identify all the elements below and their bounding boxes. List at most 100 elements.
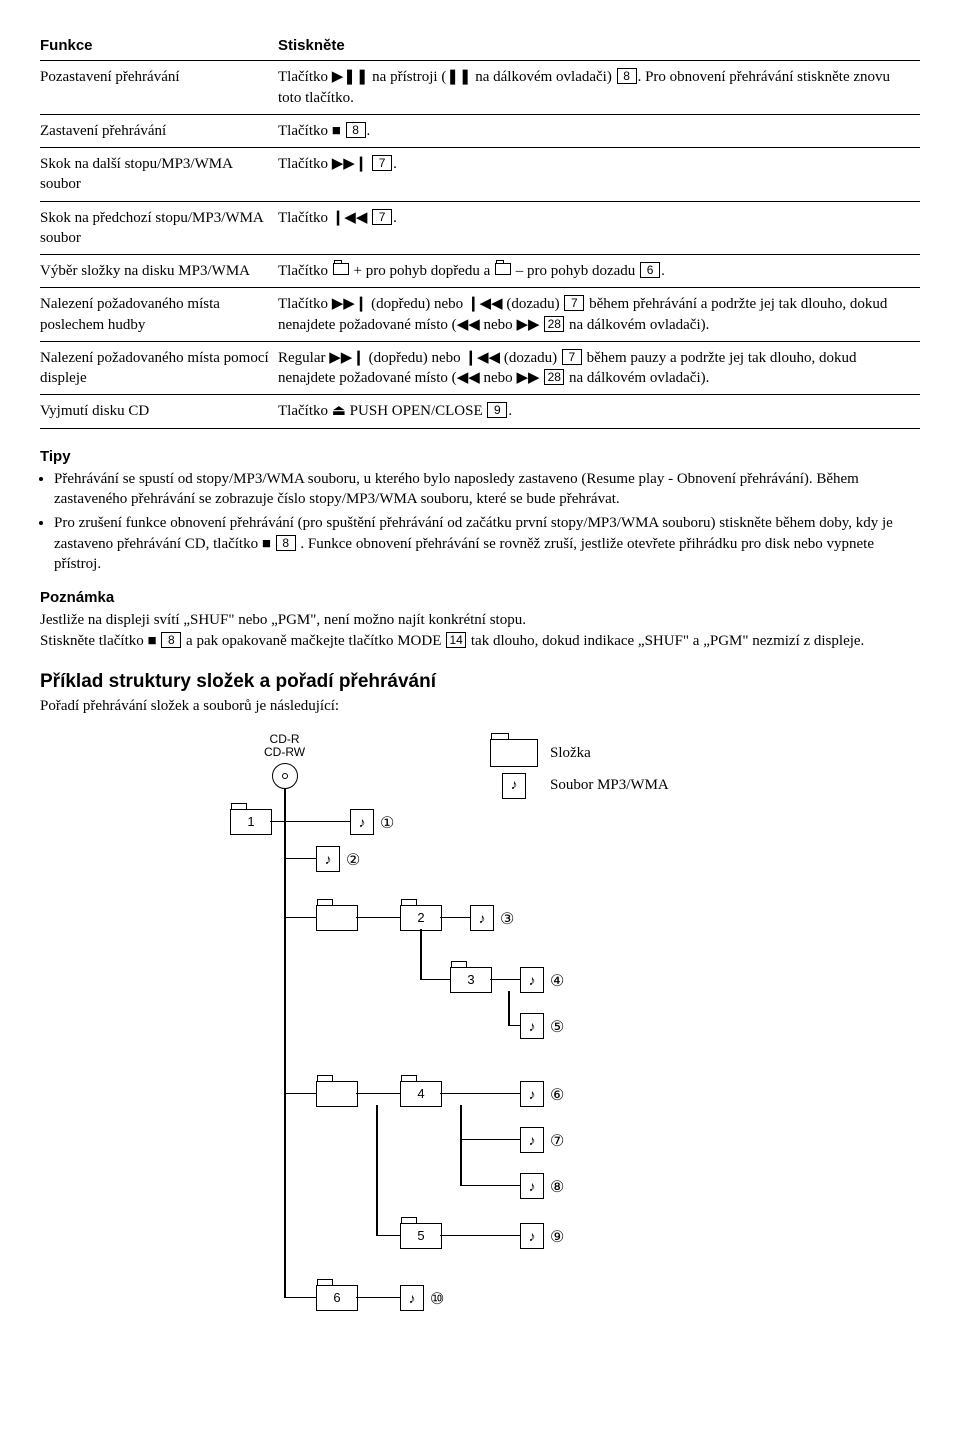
- ref-28: 28: [544, 369, 564, 385]
- tree-line: [460, 1185, 520, 1187]
- tip-2: Pro zrušení funkce obnovení přehrávání (…: [54, 513, 920, 574]
- prev-icon: ❙◀◀: [332, 209, 368, 226]
- press-next: Tlačítko ▶▶❙ 7.: [278, 148, 920, 202]
- tree-line: [356, 1093, 400, 1095]
- rew-icon: ◀◀: [457, 316, 480, 333]
- tree-line: [420, 929, 422, 979]
- pause-icon: ❚❚: [446, 68, 471, 85]
- legend-file-label: Soubor MP3/WMA: [550, 775, 669, 795]
- press-seek-display: Regular ▶▶❙ (dopředu) nebo ❙◀◀ (dozadu) …: [278, 341, 920, 395]
- functions-table: Funkce Stiskněte Pozastavení přehrávání …: [40, 32, 920, 429]
- prev-icon: ❙◀◀: [467, 295, 503, 312]
- file-4: ♪: [520, 967, 544, 993]
- press-seek-audio: Tlačítko ▶▶❙ (dopředu) nebo ❙◀◀ (dozadu)…: [278, 288, 920, 342]
- folder-icon: [333, 263, 349, 275]
- folder-6: 6: [316, 1285, 358, 1311]
- note-heading: Poznámka: [40, 588, 920, 608]
- ref-7: 7: [562, 349, 582, 365]
- tree-line: [356, 1297, 400, 1299]
- th-press: Stiskněte: [278, 32, 920, 61]
- ref-8: 8: [276, 535, 296, 551]
- structure-heading: Příklad struktury složek a pořadí přehrá…: [40, 669, 920, 695]
- press-pause: Tlačítko ▶❚❚ na přístroji (❚❚ na dálkové…: [278, 61, 920, 115]
- ref-7: 7: [372, 155, 392, 171]
- tree-line: [356, 917, 400, 919]
- fn-stop: Zastavení přehrávání: [40, 114, 278, 147]
- file-9: ♪: [520, 1223, 544, 1249]
- tips-heading: Tipy: [40, 447, 920, 467]
- file-2: ♪: [316, 846, 340, 872]
- fn-pause: Pozastavení přehrávání: [40, 61, 278, 115]
- file-1: ♪: [350, 809, 374, 835]
- tree-line: [420, 979, 450, 981]
- disc-icon: [272, 763, 298, 789]
- tree-line: [440, 1093, 520, 1095]
- eject-icon: ⏏: [332, 402, 346, 419]
- note-body: Jestliže na displeji svítí „SHUF" nebo „…: [40, 610, 920, 651]
- tree-line: [284, 1297, 316, 1299]
- press-stop: Tlačítko ■ 8.: [278, 114, 920, 147]
- folder-2: 2: [400, 905, 442, 931]
- legend-file-icon: ♪: [502, 773, 526, 799]
- th-function: Funkce: [40, 32, 278, 61]
- folder-4: 4: [400, 1081, 442, 1107]
- circ-10: ⑩: [430, 1289, 444, 1311]
- circ-1: ①: [380, 813, 394, 835]
- play-pause-icon: ▶❚❚: [332, 68, 369, 85]
- tree-line: [440, 1235, 520, 1237]
- tree-line: [284, 917, 316, 919]
- tree-line: [460, 1105, 462, 1185]
- folder-5: 5: [400, 1223, 442, 1249]
- next-icon: ▶▶❙: [332, 155, 368, 172]
- stop-icon: ■: [262, 535, 271, 552]
- circ-7: ⑦: [550, 1131, 564, 1153]
- tree-line: [508, 1025, 520, 1027]
- circ-3: ③: [500, 909, 514, 931]
- row-pause: Pozastavení přehrávání Tlačítko ▶❚❚ na p…: [40, 61, 920, 115]
- tree-line: [284, 789, 286, 1298]
- stop-icon: ■: [147, 632, 156, 649]
- circ-2: ②: [346, 850, 360, 872]
- tree-line: [490, 979, 520, 981]
- tree-line: [460, 1139, 520, 1141]
- ref-14: 14: [446, 632, 466, 648]
- row-prev: Skok na předchozí stopu/MP3/WMA soubor T…: [40, 201, 920, 255]
- tip-1: Přehrávání se spustí od stopy/MP3/WMA so…: [54, 469, 920, 510]
- tree-line: [376, 1235, 400, 1237]
- tree-diagram: CD-RCD-RW ♪ Složka Soubor MP3/WMA 1 ♪ ① …: [200, 733, 760, 1323]
- row-next: Skok na další stopu/MP3/WMA soubor Tlačí…: [40, 148, 920, 202]
- tree-line: [508, 991, 510, 1025]
- folder-icon: [495, 263, 511, 275]
- legend-folder-icon: [490, 739, 538, 767]
- press-prev: Tlačítko ❙◀◀ 7.: [278, 201, 920, 255]
- row-seek-audio: Nalezení požadovaného místa poslechem hu…: [40, 288, 920, 342]
- fn-next: Skok na další stopu/MP3/WMA soubor: [40, 148, 278, 202]
- rew-icon: ◀◀: [457, 369, 480, 386]
- ref-7: 7: [564, 295, 584, 311]
- row-seek-display: Nalezení požadovaného místa pomocí displ…: [40, 341, 920, 395]
- ref-8: 8: [346, 122, 366, 138]
- ref-8: 8: [161, 632, 181, 648]
- cd-label: CD-RCD-RW: [264, 733, 305, 759]
- ref-9: 9: [487, 402, 507, 418]
- tree-line: [284, 1093, 316, 1095]
- tree-line: [284, 858, 316, 860]
- next-icon: ▶▶❙: [332, 295, 368, 312]
- ref-7: 7: [372, 209, 392, 225]
- row-stop: Zastavení přehrávání Tlačítko ■ 8.: [40, 114, 920, 147]
- circ-6: ⑥: [550, 1085, 564, 1107]
- legend-folder-label: Složka: [550, 743, 591, 763]
- folder-3: 3: [450, 967, 492, 993]
- tree-line: [270, 821, 284, 823]
- tree-line: [376, 1105, 378, 1235]
- file-3: ♪: [470, 905, 494, 931]
- ff-icon: ▶▶: [516, 369, 539, 386]
- folder-1: 1: [230, 809, 272, 835]
- fn-eject: Vyjmutí disku CD: [40, 395, 278, 428]
- file-8: ♪: [520, 1173, 544, 1199]
- fn-folder: Výběr složky na disku MP3/WMA: [40, 255, 278, 288]
- file-5: ♪: [520, 1013, 544, 1039]
- structure-sub: Pořadí přehrávání složek a souborů je ná…: [40, 696, 920, 716]
- circ-4: ④: [550, 971, 564, 993]
- file-10: ♪: [400, 1285, 424, 1311]
